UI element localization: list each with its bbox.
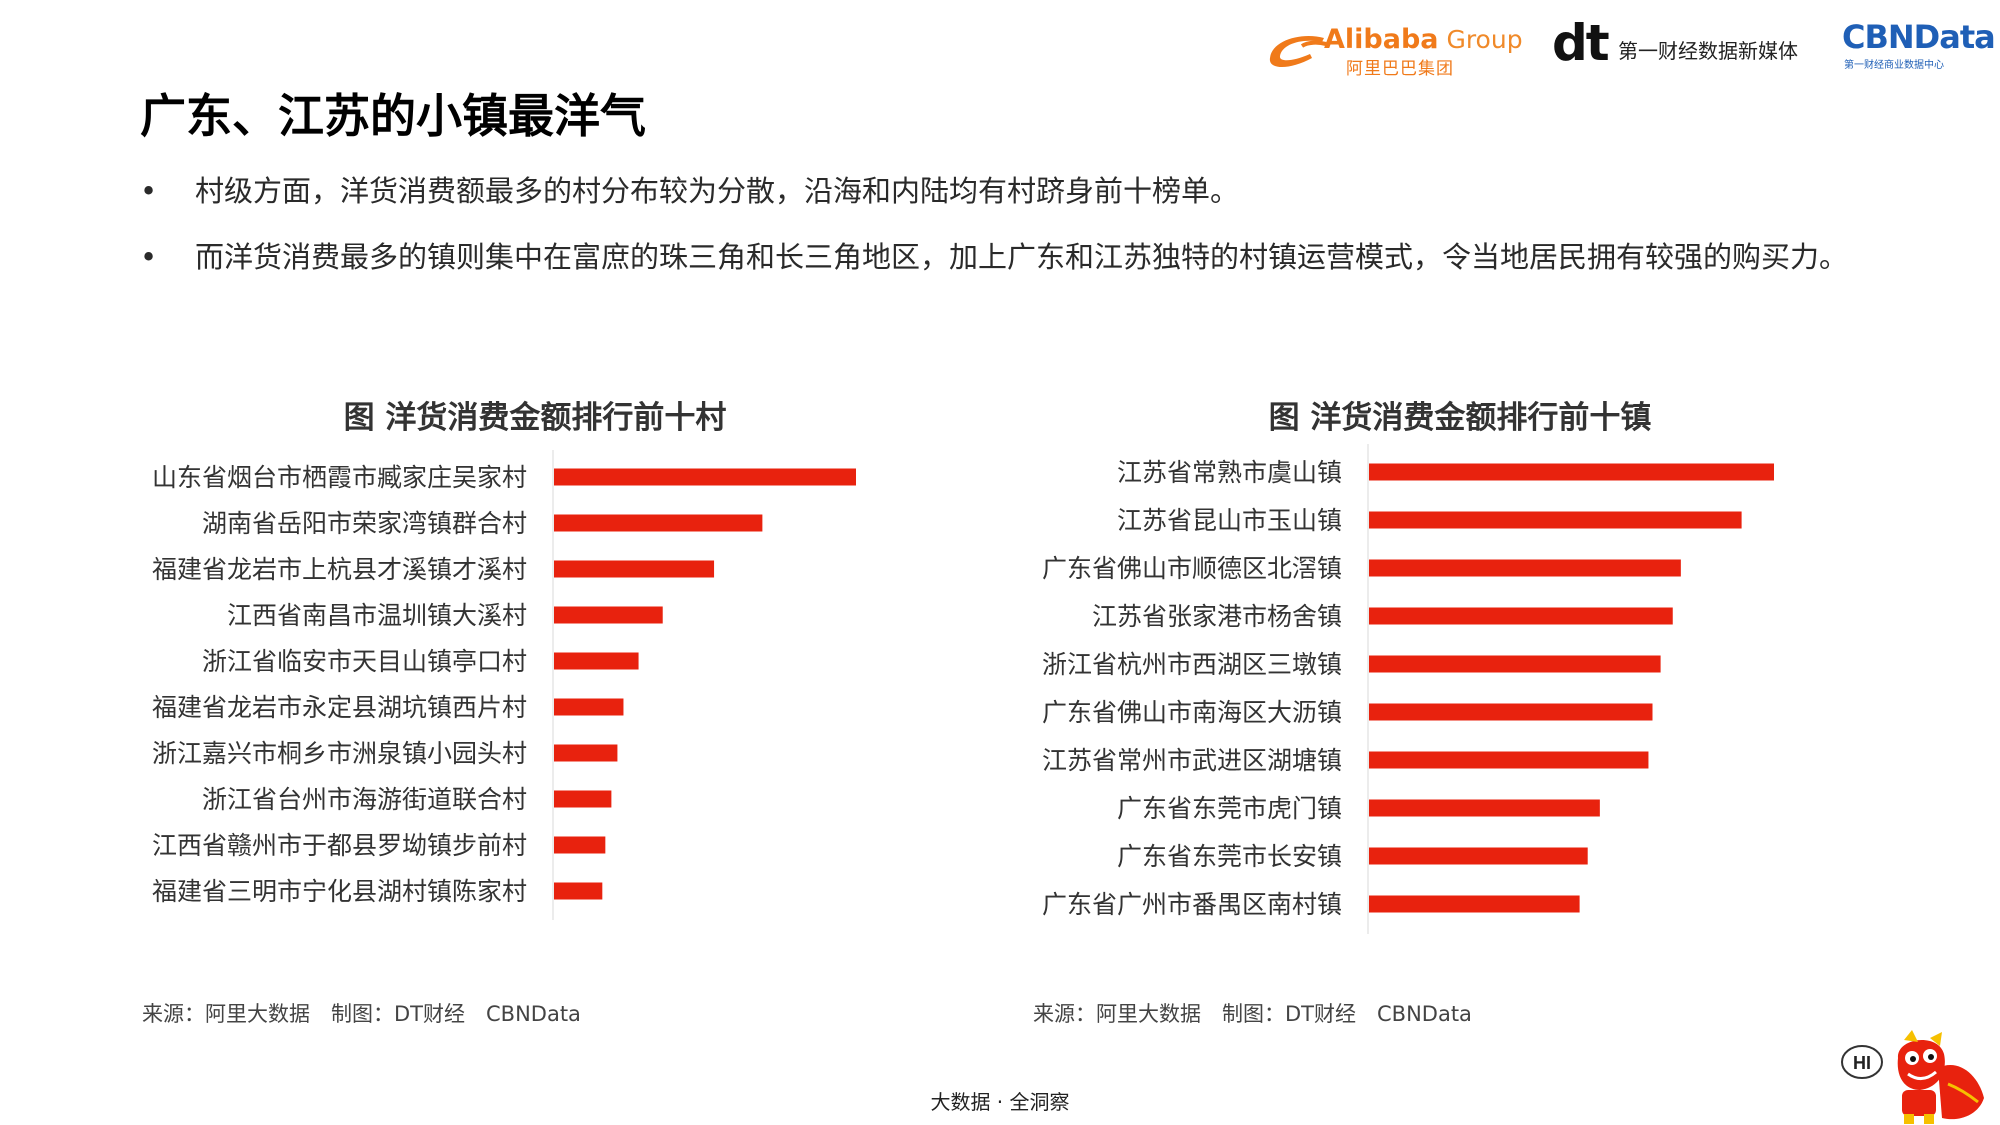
category-tick-label: 浙江嘉兴市桐乡市洲泉镇小园头村	[152, 739, 527, 768]
category-tick-label: 浙江省台州市海游街道联合村	[202, 785, 527, 814]
category-tick-label: 江苏省昆山市玉山镇	[1117, 506, 1342, 535]
category-tick-label: 山东省烟台市栖霞市臧家庄吴家村	[152, 463, 527, 492]
lion-dance-mascot-icon: HI	[1841, 1030, 1984, 1124]
dt-wordmark: dt	[1552, 14, 1610, 72]
town-bar-chart: 江苏省常熟市虞山镇江苏省昆山市玉山镇广东省佛山市顺德区北滘镇江苏省张家港市杨舍镇…	[1042, 444, 1774, 934]
bar	[1369, 511, 1742, 529]
bar	[1369, 847, 1588, 865]
bar	[1369, 559, 1681, 577]
bar	[554, 514, 763, 532]
category-tick-label: 广东省佛山市顺德区北滘镇	[1042, 554, 1342, 583]
footer-slogan: 大数据 · 全洞察	[930, 1090, 1070, 1114]
category-tick-label: 福建省龙岩市上杭县才溪镇才溪村	[152, 555, 527, 584]
bar	[554, 468, 856, 486]
chart-title-villages: 图 洋货消费金额排行前十村	[343, 400, 727, 436]
category-tick-label: 浙江省杭州市西湖区三墩镇	[1042, 650, 1342, 679]
cbndata-wordmark: CBNData	[1842, 18, 1996, 56]
bar	[1369, 703, 1653, 721]
village-bar-chart: 山东省烟台市栖霞市臧家庄吴家村湖南省岳阳市荣家湾镇群合村福建省龙岩市上杭县才溪镇…	[152, 450, 856, 920]
bar	[1369, 751, 1649, 769]
bar	[1369, 799, 1600, 817]
category-tick-label: 湖南省岳阳市荣家湾镇群合村	[202, 509, 527, 538]
bar	[554, 744, 618, 762]
bullet-list: • 村级方面，洋货消费额最多的村分布较为分散，沿海和内陆均有村跻身前十榜单。 • 而…	[140, 165, 1880, 297]
bar	[554, 560, 715, 578]
category-tick-label: 江苏省常州市武进区湖塘镇	[1042, 746, 1342, 775]
mascot-greeting: HI	[1853, 1053, 1871, 1073]
category-tick-label: 广东省佛山市南海区大沥镇	[1042, 698, 1342, 727]
bar	[554, 882, 603, 900]
bar	[554, 790, 612, 808]
bar	[554, 698, 624, 716]
bullet-item: • 而洋货消费最多的镇则集中在富庶的珠三角和长三角地区，加上广东和江苏独特的村镇运…	[140, 231, 1880, 283]
dt-finance-logo: dt 第一财经数据新媒体	[1552, 14, 1822, 76]
alibaba-cn-name: 阿里巴巴集团	[1346, 59, 1454, 79]
bar	[1369, 655, 1661, 673]
dt-cn-name: 第一财经数据新媒体	[1618, 39, 1798, 63]
source-note-towns: 来源：阿里大数据 制图：DT财经 CBNData	[1033, 1002, 1472, 1026]
alibaba-smile-icon	[1269, 36, 1327, 67]
bullet-dot: •	[140, 174, 158, 208]
bullet-item: • 村级方面，洋货消费额最多的村分布较为分散，沿海和内陆均有村跻身前十榜单。	[140, 165, 1880, 217]
bullet-text: 村级方面，洋货消费额最多的村分布较为分散，沿海和内陆均有村跻身前十榜单。	[195, 174, 1240, 208]
alibaba-group-logo: Alibaba Group 阿里巴巴集团	[1262, 22, 1532, 79]
alibaba-wordmark: Alibaba Group	[1324, 24, 1523, 55]
bullet-text: 而洋货消费最多的镇则集中在富庶的珠三角和长三角地区，加上广东和江苏独特的村镇运营…	[195, 240, 1849, 274]
bar	[554, 836, 606, 854]
category-tick-label: 福建省三明市宁化县湖村镇陈家村	[152, 877, 527, 906]
source-note-villages: 来源：阿里大数据 制图：DT财经 CBNData	[142, 1002, 581, 1026]
category-tick-label: 福建省龙岩市永定县湖坑镇西片村	[152, 693, 527, 722]
category-tick-label: 江西省赣州市于都县罗坳镇步前村	[152, 831, 527, 860]
cbndata-subtitle: 第一财经商业数据中心	[1844, 60, 1944, 71]
cbndata-logo: CBNData 第一财经商业数据中心	[1842, 18, 1996, 78]
category-tick-label: 广东省东莞市虎门镇	[1117, 794, 1342, 823]
chart-title-towns: 图 洋货消费金额排行前十镇	[1268, 400, 1652, 436]
category-tick-label: 江苏省常熟市虞山镇	[1117, 458, 1342, 487]
bar	[554, 606, 663, 624]
category-tick-label: 广东省广州市番禺区南村镇	[1042, 890, 1342, 919]
bullet-dot: •	[140, 240, 158, 274]
category-tick-label: 浙江省临安市天目山镇亭口村	[202, 647, 527, 676]
header-logos: Alibaba Group 阿里巴巴集团 dt 第一财经数据新媒体 CBNDat…	[1262, 14, 1996, 79]
category-tick-label: 江苏省张家港市杨舍镇	[1092, 602, 1342, 631]
bar	[1369, 463, 1774, 481]
page-title: 广东、江苏的小镇最洋气	[140, 89, 646, 143]
category-tick-label: 广东省东莞市长安镇	[1117, 842, 1342, 871]
bar	[1369, 607, 1673, 625]
bar	[554, 652, 639, 670]
category-tick-label: 江西省南昌市温圳镇大溪村	[227, 601, 527, 630]
bar	[1369, 895, 1580, 913]
